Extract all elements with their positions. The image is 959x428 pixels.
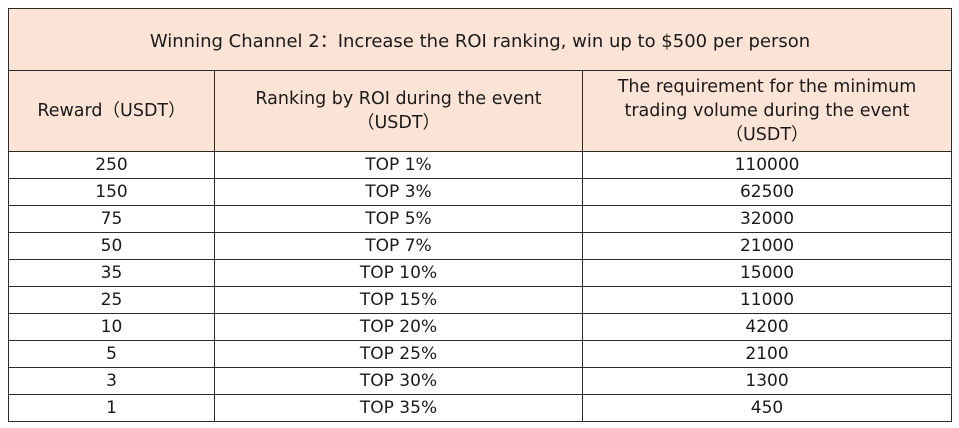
data-row: 75 TOP 5% 32000 <box>8 205 953 233</box>
data-cell: TOP 25% <box>214 340 583 368</box>
data-cell: 11000 <box>581 286 953 314</box>
data-cell: 35 <box>8 259 215 287</box>
data-cell: 250 <box>8 151 215 179</box>
data-cell: 62500 <box>581 178 953 206</box>
data-cell: 3 <box>8 367 215 395</box>
data-row: 250 TOP 1% 110000 <box>8 151 953 179</box>
data-cell: TOP 1% <box>214 151 583 179</box>
data-cell: TOP 35% <box>214 394 583 422</box>
data-cell: 25 <box>8 286 215 314</box>
data-row: 1 TOP 35% 450 <box>8 394 953 422</box>
data-row: 150 TOP 3% 62500 <box>8 178 953 206</box>
header-cell: The requirement for the minimum trading … <box>581 70 953 152</box>
table-title: Winning Channel 2：Increase the ROI ranki… <box>7 8 953 71</box>
data-cell: TOP 5% <box>214 205 583 233</box>
header-row: Reward（USDT） Ranking by ROI during the e… <box>8 70 953 152</box>
data-cell: TOP 3% <box>214 178 583 206</box>
data-cell: 110000 <box>581 151 953 179</box>
data-row: 3 TOP 30% 1300 <box>8 367 953 395</box>
data-cell: 5 <box>8 340 215 368</box>
data-cell: 4200 <box>581 313 953 341</box>
data-cell: TOP 30% <box>214 367 583 395</box>
title-row: Winning Channel 2：Increase the ROI ranki… <box>7 8 953 71</box>
data-cell: 21000 <box>581 232 953 260</box>
data-cell: 2100 <box>581 340 953 368</box>
data-cell: 1300 <box>581 367 953 395</box>
reward-table: Winning Channel 2：Increase the ROI ranki… <box>7 8 953 422</box>
data-row: 25 TOP 15% 11000 <box>8 286 953 314</box>
data-cell: 75 <box>8 205 215 233</box>
data-cell: 150 <box>8 178 215 206</box>
data-cell: 1 <box>8 394 215 422</box>
data-cell: TOP 20% <box>214 313 583 341</box>
header-cell: Ranking by ROI during the event（USDT） <box>214 70 583 152</box>
header-cell: Reward（USDT） <box>8 70 215 152</box>
data-cell: TOP 10% <box>214 259 583 287</box>
data-cell: TOP 15% <box>214 286 583 314</box>
data-cell: 10 <box>8 313 215 341</box>
table-body: Winning Channel 2：Increase the ROI ranki… <box>7 8 953 422</box>
data-cell: TOP 7% <box>214 232 583 260</box>
data-cell: 450 <box>581 394 953 422</box>
data-row: 50 TOP 7% 21000 <box>8 232 953 260</box>
data-row: 35 TOP 10% 15000 <box>8 259 953 287</box>
data-row: 5 TOP 25% 2100 <box>8 340 953 368</box>
data-cell: 50 <box>8 232 215 260</box>
data-row: 10 TOP 20% 4200 <box>8 313 953 341</box>
data-cell: 15000 <box>581 259 953 287</box>
data-cell: 32000 <box>581 205 953 233</box>
